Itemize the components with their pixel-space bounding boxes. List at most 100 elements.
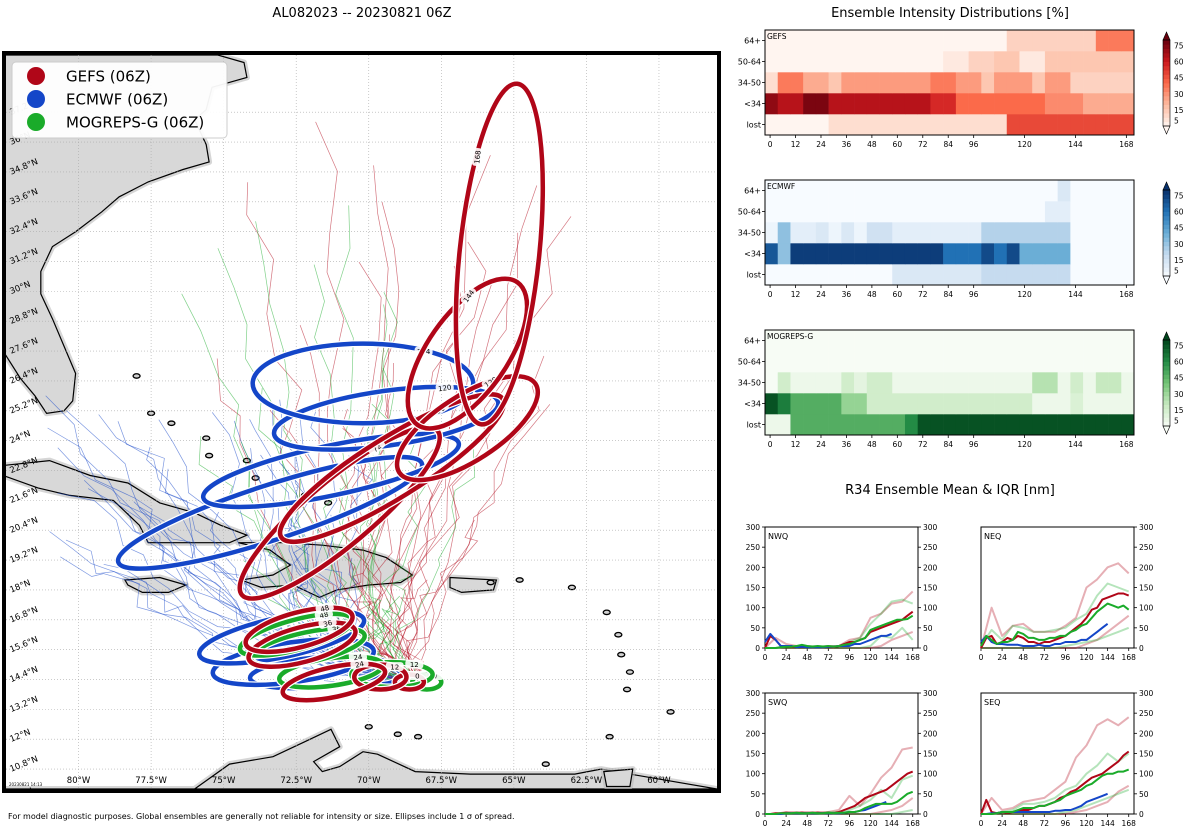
x-tick-label: 0	[768, 290, 773, 299]
heat-cell	[854, 93, 868, 115]
heat-cell	[828, 201, 842, 223]
colorbar-cap	[1162, 31, 1171, 41]
island	[602, 609, 611, 616]
heat-cell	[790, 351, 804, 373]
heat-cell	[815, 414, 829, 436]
heat-cell	[1083, 201, 1097, 223]
x-tick-label: 24	[816, 290, 826, 299]
y-tick-label-right: 100	[923, 604, 938, 613]
lat-label: 20.4°N	[9, 515, 40, 535]
heat-cell	[1121, 264, 1135, 286]
heat-cell	[828, 114, 842, 136]
heat-cell	[777, 414, 791, 436]
heat-cell	[1032, 264, 1046, 286]
x-tick-label: 24	[816, 140, 826, 149]
heat-cell	[879, 93, 893, 115]
heat-cell	[1057, 180, 1071, 202]
heat-cell	[854, 72, 868, 94]
island	[167, 420, 176, 427]
heat-cell	[1095, 222, 1109, 244]
heat-cell	[1083, 372, 1097, 394]
heat-cell	[892, 72, 906, 94]
island	[413, 733, 423, 740]
heat-cell	[777, 180, 791, 202]
colorbar-step	[1163, 78, 1170, 84]
y-tick-label-right: 300	[1139, 689, 1154, 698]
heat-cell	[815, 330, 829, 352]
hour-label: 24	[354, 660, 365, 670]
y-tick-label-right: 0	[923, 644, 928, 653]
heat-cell	[1070, 330, 1084, 352]
x-tick-label: 144	[1100, 653, 1115, 662]
heat-cell	[1108, 264, 1122, 286]
colorbar-step	[1163, 190, 1170, 195]
y-tick-label-right: 200	[1139, 729, 1154, 738]
colorbar-step	[1163, 352, 1170, 358]
row-label: lost	[747, 271, 761, 280]
hour-label-bg	[460, 287, 477, 305]
heat-cell	[917, 393, 931, 415]
row-label: lost	[747, 421, 761, 430]
heat-cell	[943, 372, 957, 394]
heat-cell	[1044, 180, 1058, 202]
heat-cell	[1019, 180, 1033, 202]
heat-cell	[841, 222, 855, 244]
x-tick-label: 0	[763, 653, 768, 662]
heat-cell	[765, 243, 779, 265]
heat-cell	[1083, 414, 1097, 436]
heat-cell	[1121, 72, 1135, 94]
heat-cell	[892, 330, 906, 352]
heatmap-title: MOGREPS-G	[767, 332, 813, 341]
colorbar-step	[1163, 202, 1170, 208]
heat-cell	[790, 30, 804, 52]
heat-cell	[955, 30, 969, 52]
heat-cell	[1006, 330, 1020, 352]
colorbar-step	[1163, 357, 1170, 362]
x-tick-label: 72	[1040, 819, 1050, 828]
hour-label-bg	[471, 147, 483, 167]
heat-cell	[841, 30, 855, 52]
x-tick-label: 36	[842, 290, 852, 299]
heat-cell	[1108, 180, 1122, 202]
heat-cell	[765, 351, 779, 373]
lat-label: 24°N	[9, 429, 33, 446]
x-tick-label: 96	[969, 290, 979, 299]
heat-cell	[765, 30, 779, 52]
heat-cell	[930, 180, 944, 202]
heat-cell	[815, 180, 829, 202]
r34-iqr-mogreps	[765, 626, 914, 649]
heat-cell	[917, 222, 931, 244]
colorbar-step	[1163, 258, 1170, 264]
spread-ellipse-gefs	[246, 620, 358, 669]
colorbar-step	[1163, 224, 1170, 230]
heat-cell	[879, 30, 893, 52]
row-label: <34	[744, 100, 761, 109]
island	[605, 733, 614, 740]
colorbar-label: 45	[1174, 74, 1184, 83]
x-tick-label: 0	[768, 140, 773, 149]
heat-cell	[1006, 114, 1020, 136]
heat-cell	[1019, 72, 1033, 94]
heat-cell	[1057, 243, 1071, 265]
track-map: 80°W 77.5°W 75°W 72.5°W 70°W 67.5°W 65°W 62.5°W…	[2, 51, 721, 793]
heat-cell	[994, 201, 1008, 223]
colorbar-step	[1163, 194, 1170, 199]
heat-cell	[841, 351, 855, 373]
colorbar-step	[1163, 378, 1170, 384]
heat-cell	[828, 351, 842, 373]
colorbar-step	[1163, 91, 1170, 97]
colorbar-step	[1163, 370, 1170, 375]
heat-cell	[943, 243, 957, 265]
heat-cell	[815, 201, 829, 223]
heat-cell	[828, 330, 842, 352]
heat-cell	[790, 114, 804, 136]
y-tick-label-right: 150	[923, 584, 938, 593]
heat-cell	[777, 51, 791, 73]
heat-cell	[1108, 201, 1122, 223]
row-label: 34-50	[738, 79, 761, 88]
island	[515, 577, 524, 583]
heat-cell	[1032, 93, 1046, 115]
